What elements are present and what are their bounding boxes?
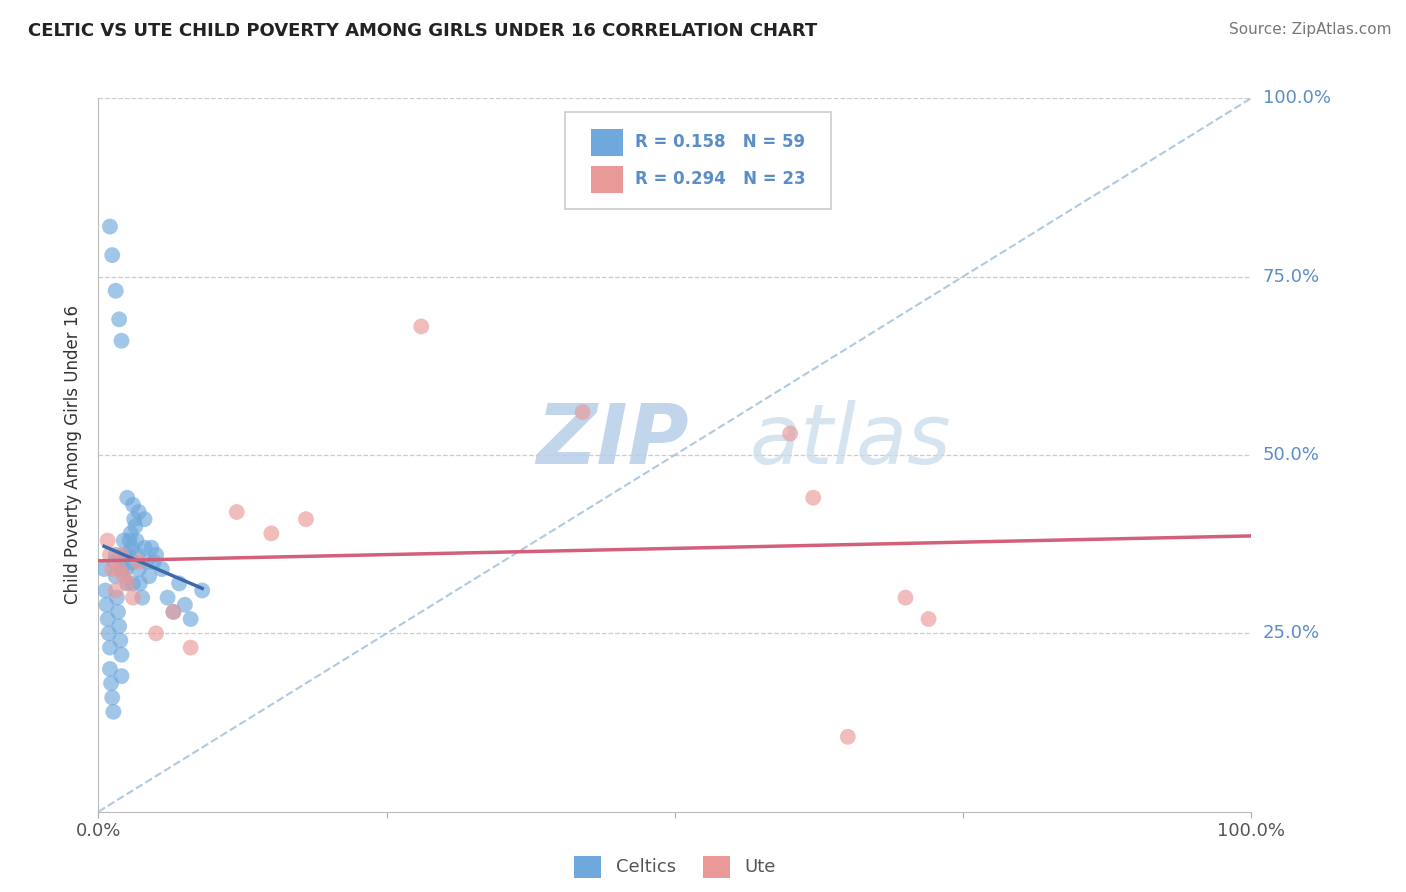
Point bbox=[779, 426, 801, 441]
Point bbox=[108, 562, 131, 576]
Point bbox=[411, 319, 433, 334]
Point bbox=[111, 562, 134, 576]
Point bbox=[129, 576, 152, 591]
Point bbox=[114, 548, 136, 562]
Point bbox=[124, 519, 146, 533]
Text: 25.0%: 25.0% bbox=[1263, 624, 1320, 642]
Point bbox=[801, 491, 824, 505]
Point bbox=[103, 555, 125, 569]
Point bbox=[98, 662, 121, 676]
Point bbox=[108, 619, 131, 633]
Point bbox=[93, 562, 115, 576]
Point bbox=[96, 598, 118, 612]
Point bbox=[174, 598, 197, 612]
Point bbox=[138, 569, 160, 583]
Point bbox=[135, 555, 157, 569]
Point bbox=[110, 648, 132, 662]
Point bbox=[837, 730, 859, 744]
Point bbox=[142, 555, 165, 569]
Point bbox=[127, 548, 149, 562]
Point bbox=[110, 633, 132, 648]
Text: ZIP: ZIP bbox=[537, 401, 689, 481]
Point bbox=[134, 541, 156, 555]
FancyBboxPatch shape bbox=[591, 129, 623, 156]
FancyBboxPatch shape bbox=[591, 166, 623, 194]
Point bbox=[98, 640, 121, 655]
Point bbox=[145, 626, 167, 640]
Point bbox=[103, 705, 125, 719]
Point bbox=[105, 591, 128, 605]
Point bbox=[104, 569, 127, 583]
Point bbox=[94, 583, 117, 598]
Point bbox=[180, 640, 202, 655]
Point bbox=[150, 562, 173, 576]
Point bbox=[98, 548, 121, 562]
Point bbox=[117, 576, 138, 591]
Legend: Celtics, Ute: Celtics, Ute bbox=[567, 848, 783, 885]
Point bbox=[167, 576, 190, 591]
Text: Source: ZipAtlas.com: Source: ZipAtlas.com bbox=[1229, 22, 1392, 37]
Point bbox=[104, 583, 127, 598]
Point bbox=[131, 591, 153, 605]
Point bbox=[97, 533, 120, 548]
Y-axis label: Child Poverty Among Girls Under 16: Child Poverty Among Girls Under 16 bbox=[65, 305, 83, 605]
Point bbox=[122, 512, 145, 526]
Point bbox=[141, 541, 163, 555]
Point bbox=[101, 562, 124, 576]
Point bbox=[134, 512, 156, 526]
Text: R = 0.294   N = 23: R = 0.294 N = 23 bbox=[634, 169, 806, 187]
Point bbox=[117, 548, 139, 562]
Point bbox=[115, 562, 138, 576]
Point bbox=[122, 576, 145, 591]
Point bbox=[145, 548, 167, 562]
Point bbox=[122, 555, 145, 569]
Point bbox=[110, 334, 132, 348]
Text: atlas: atlas bbox=[749, 401, 952, 481]
Text: CELTIC VS UTE CHILD POVERTY AMONG GIRLS UNDER 16 CORRELATION CHART: CELTIC VS UTE CHILD POVERTY AMONG GIRLS … bbox=[28, 22, 817, 40]
Point bbox=[110, 548, 132, 562]
Point bbox=[121, 541, 143, 555]
Point bbox=[104, 284, 127, 298]
FancyBboxPatch shape bbox=[565, 112, 831, 209]
Point bbox=[108, 312, 131, 326]
Point bbox=[128, 555, 150, 569]
Point bbox=[180, 612, 202, 626]
Point bbox=[225, 505, 247, 519]
Text: 50.0%: 50.0% bbox=[1263, 446, 1320, 464]
Point bbox=[162, 605, 184, 619]
Text: 75.0%: 75.0% bbox=[1263, 268, 1320, 285]
Point bbox=[117, 576, 138, 591]
Text: R = 0.158   N = 59: R = 0.158 N = 59 bbox=[634, 133, 804, 151]
Point bbox=[112, 533, 135, 548]
Point bbox=[295, 512, 318, 526]
Point bbox=[97, 626, 120, 640]
Point bbox=[260, 526, 283, 541]
Point bbox=[571, 405, 593, 419]
Point bbox=[104, 548, 127, 562]
Point bbox=[128, 505, 150, 519]
Point bbox=[97, 612, 120, 626]
Point bbox=[122, 498, 145, 512]
Point bbox=[98, 219, 121, 234]
Point bbox=[112, 569, 135, 583]
Point bbox=[894, 591, 917, 605]
Point bbox=[156, 591, 179, 605]
Point bbox=[120, 526, 142, 541]
Point bbox=[110, 669, 132, 683]
Point bbox=[100, 676, 122, 690]
Point bbox=[107, 605, 129, 619]
Point bbox=[917, 612, 939, 626]
Point bbox=[118, 533, 141, 548]
Point bbox=[101, 248, 124, 262]
Point bbox=[191, 583, 214, 598]
Point bbox=[125, 533, 148, 548]
Point bbox=[122, 591, 145, 605]
Point bbox=[162, 605, 184, 619]
Point bbox=[128, 562, 150, 576]
Point bbox=[101, 690, 124, 705]
Point bbox=[117, 491, 138, 505]
Text: 100.0%: 100.0% bbox=[1263, 89, 1331, 107]
